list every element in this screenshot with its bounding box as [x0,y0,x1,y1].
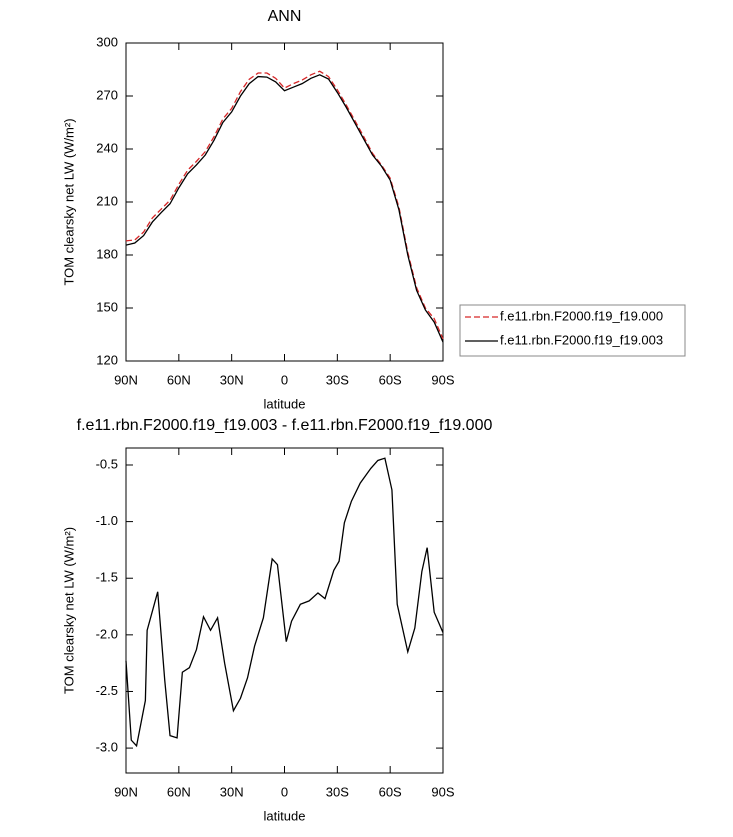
y-tick-label: -0.5 [96,456,118,471]
x-tick-label: 30N [220,372,244,387]
y-tick-label: -2.5 [96,683,118,698]
x-tick-label: 30S [326,784,349,799]
x-tick-label: 30S [326,372,349,387]
y-tick-label: -1.5 [96,570,118,585]
y-tick-label: -2.0 [96,626,118,641]
y-axis-label: TOM clearsky net LW (W/m²) [61,527,76,694]
y-tick-label: 120 [96,352,118,367]
legend-box [459,304,686,357]
x-axis-label: latitude [264,396,306,411]
plot-frame [125,447,444,774]
y-tick-label: -3.0 [96,740,118,755]
y-tick-label: 210 [96,193,118,208]
legend-label: f.e11.rbn.F2000.f19_f19.003 [500,332,663,347]
y-tick-label: 180 [96,246,118,261]
x-tick-label: 90N [114,372,138,387]
legend-label: f.e11.rbn.F2000.f19_f19.000 [500,308,663,323]
y-tick-label: -1.0 [96,513,118,528]
chart-title: f.e11.rbn.F2000.f19_f19.003 - f.e11.rbn.… [77,417,493,434]
y-axis-label: TOM clearsky net LW (W/m²) [61,118,76,285]
x-tick-label: 90S [431,784,454,799]
x-tick-label: 0 [281,784,288,799]
x-tick-label: 30N [220,784,244,799]
y-tick-label: 240 [96,140,118,155]
y-tick-label: 150 [96,299,118,314]
x-tick-label: 60S [379,372,402,387]
y-tick-label: 300 [96,34,118,49]
chart-title: ANN [268,8,302,25]
x-tick-label: 90S [431,372,454,387]
data-line [125,70,444,340]
data-line [125,74,444,343]
x-tick-label: 0 [281,372,288,387]
x-tick-label: 90N [114,784,138,799]
x-tick-label: 60N [167,784,191,799]
data-line [125,457,444,748]
x-tick-label: 60S [379,784,402,799]
x-axis-label: latitude [264,808,306,823]
x-tick-label: 60N [167,372,191,387]
y-tick-label: 270 [96,87,118,102]
